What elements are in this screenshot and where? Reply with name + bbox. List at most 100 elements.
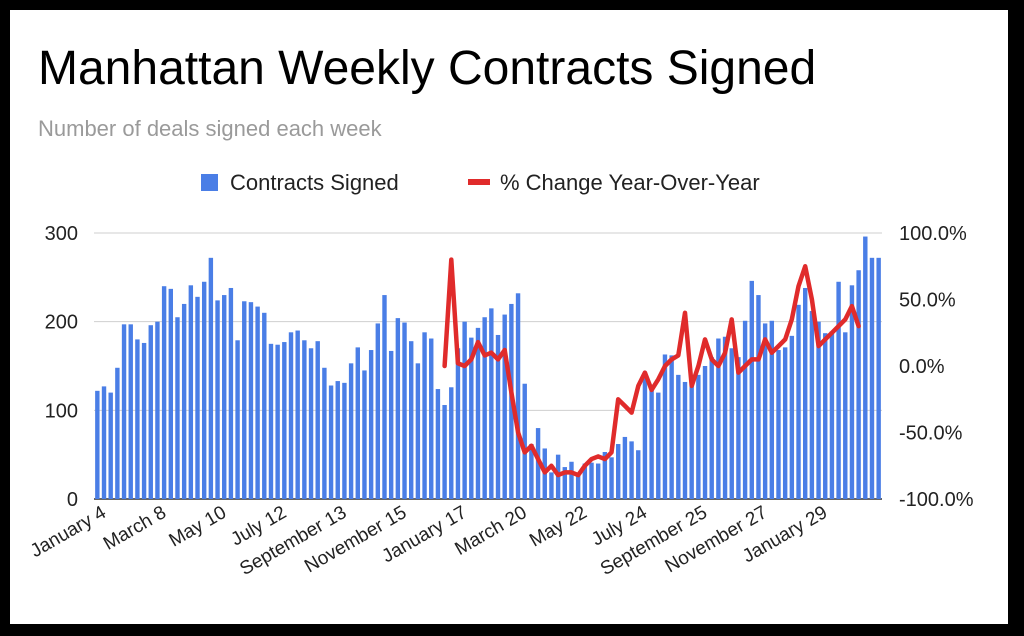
bar-100 bbox=[762, 323, 768, 499]
bar-5 bbox=[128, 324, 133, 499]
bar-70 bbox=[562, 467, 568, 499]
bar-90 bbox=[696, 374, 701, 499]
bar-14 bbox=[188, 285, 194, 499]
bar-0 bbox=[95, 390, 100, 499]
bar-11 bbox=[168, 288, 174, 499]
bar-85 bbox=[662, 354, 668, 499]
bar-80 bbox=[629, 441, 634, 499]
bar-60 bbox=[495, 334, 501, 499]
bar-76 bbox=[602, 452, 608, 499]
bar-107 bbox=[809, 311, 815, 499]
bar-4 bbox=[121, 324, 127, 499]
bar-73 bbox=[582, 463, 588, 499]
bar-98 bbox=[749, 280, 754, 499]
legend-label-contracts: Contracts Signed bbox=[230, 170, 399, 195]
bar-40 bbox=[362, 370, 367, 499]
bar-54 bbox=[455, 348, 461, 499]
right-tick-label-1: -50.0% bbox=[899, 423, 963, 445]
bar-42 bbox=[375, 323, 381, 499]
bar-91 bbox=[702, 366, 708, 499]
bar-115 bbox=[863, 236, 868, 499]
left-tick-label-1: 100 bbox=[45, 400, 78, 422]
bar-103 bbox=[782, 347, 788, 499]
legend-swatch-contracts bbox=[201, 174, 218, 191]
bar-18 bbox=[215, 300, 220, 499]
bar-39 bbox=[355, 347, 360, 499]
chart-frame: Manhattan Weekly Contracts Signed Number… bbox=[10, 10, 1008, 624]
bar-56 bbox=[469, 337, 474, 499]
legend[interactable]: Contracts Signed % Change Year-Over-Year bbox=[201, 170, 760, 195]
bar-36 bbox=[335, 381, 340, 499]
right-tick-label-2: 0.0% bbox=[899, 356, 945, 378]
bar-110 bbox=[829, 331, 835, 499]
chart-subtitle: Number of deals signed each week bbox=[38, 116, 383, 141]
bar-29 bbox=[288, 332, 294, 499]
bar-26 bbox=[268, 343, 274, 499]
bar-111 bbox=[836, 281, 841, 499]
bar-86 bbox=[669, 355, 674, 499]
bar-57 bbox=[475, 327, 481, 499]
bar-82 bbox=[642, 378, 648, 499]
bar-114 bbox=[856, 270, 861, 499]
bar-105 bbox=[796, 304, 801, 499]
bar-6 bbox=[135, 339, 140, 499]
bar-34 bbox=[322, 367, 327, 499]
bar-33 bbox=[315, 341, 320, 499]
bar-63 bbox=[515, 293, 521, 499]
bar-3 bbox=[115, 367, 120, 499]
bar-74 bbox=[589, 462, 594, 499]
left-tick-label-3: 300 bbox=[45, 223, 78, 245]
bar-71 bbox=[569, 461, 574, 499]
bar-113 bbox=[849, 285, 855, 499]
bar-97 bbox=[742, 320, 748, 499]
right-tick-label-3: 50.0% bbox=[899, 290, 956, 312]
bar-1 bbox=[101, 386, 107, 499]
bar-9 bbox=[155, 321, 160, 499]
bar-38 bbox=[348, 363, 354, 499]
bar-46 bbox=[402, 322, 407, 499]
bar-12 bbox=[175, 317, 180, 499]
bar-22 bbox=[242, 301, 247, 499]
bar-50 bbox=[429, 338, 434, 499]
left-tick-label-0: 0 bbox=[67, 489, 78, 511]
bar-series bbox=[95, 236, 881, 499]
bar-99 bbox=[756, 295, 761, 499]
bar-16 bbox=[201, 281, 207, 499]
bar-64 bbox=[522, 383, 527, 499]
bar-72 bbox=[575, 474, 581, 499]
bar-104 bbox=[789, 335, 795, 499]
bar-77 bbox=[609, 457, 614, 499]
legend-label-yoy: % Change Year-Over-Year bbox=[500, 170, 760, 195]
bar-65 bbox=[529, 444, 534, 499]
bar-89 bbox=[689, 383, 694, 499]
bar-43 bbox=[382, 295, 387, 499]
bar-112 bbox=[843, 332, 848, 499]
bar-53 bbox=[449, 387, 454, 499]
bar-75 bbox=[595, 463, 601, 499]
bar-117 bbox=[876, 257, 881, 499]
left-axis-ticks: 0 100 200 300 bbox=[45, 223, 78, 511]
right-tick-label-0: -100.0% bbox=[899, 489, 974, 511]
bar-78 bbox=[616, 444, 621, 499]
bar-49 bbox=[422, 332, 427, 499]
bar-92 bbox=[709, 357, 714, 499]
bar-87 bbox=[676, 374, 681, 499]
bar-51 bbox=[435, 389, 441, 499]
bar-108 bbox=[816, 321, 821, 499]
bar-101 bbox=[769, 320, 775, 499]
bar-102 bbox=[776, 350, 781, 499]
bar-2 bbox=[108, 392, 113, 499]
bar-41 bbox=[368, 350, 374, 499]
bar-35 bbox=[328, 385, 334, 499]
bar-20 bbox=[228, 287, 234, 499]
bar-55 bbox=[462, 321, 467, 499]
bar-84 bbox=[656, 392, 661, 499]
bar-8 bbox=[148, 325, 153, 499]
line-series bbox=[442, 257, 861, 478]
bar-17 bbox=[208, 257, 214, 499]
right-tick-label-4: 100.0% bbox=[899, 223, 967, 245]
bar-83 bbox=[649, 384, 654, 499]
bar-45 bbox=[395, 318, 401, 499]
bar-30 bbox=[295, 330, 300, 499]
bar-25 bbox=[262, 312, 267, 499]
